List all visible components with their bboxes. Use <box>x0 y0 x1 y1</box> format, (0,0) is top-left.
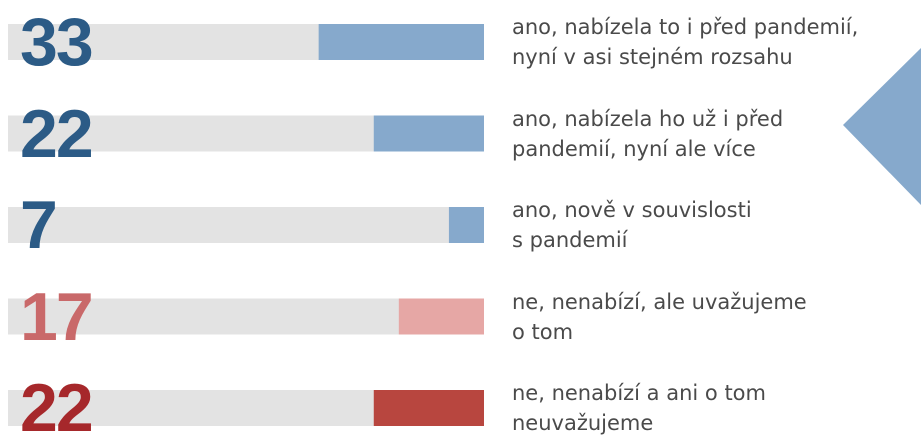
category-label: ano, nabízela to i před pandemií, nyní v… <box>512 15 859 69</box>
bar <box>448 207 484 243</box>
value-label: 33 <box>20 4 94 80</box>
category-label: ne, nenabízí a ani o tom neuvažujeme <box>512 381 766 435</box>
bar <box>398 298 484 335</box>
value-label: 22 <box>20 370 94 437</box>
value-label: 17 <box>20 278 94 355</box>
category-label: ano, nově v souvislosti s pandemií <box>512 198 752 252</box>
bar <box>373 390 484 426</box>
bar <box>373 115 484 152</box>
value-label: 22 <box>20 95 94 172</box>
category-label: ne, nenabízí, ale uvažujeme o tom <box>512 289 807 344</box>
category-label: ano, nabízela ho už i před pandemií, nyn… <box>512 106 784 161</box>
bar-track <box>8 207 484 243</box>
value-label: 7 <box>20 187 58 263</box>
bar <box>318 24 484 60</box>
decor-triangle <box>843 48 921 205</box>
